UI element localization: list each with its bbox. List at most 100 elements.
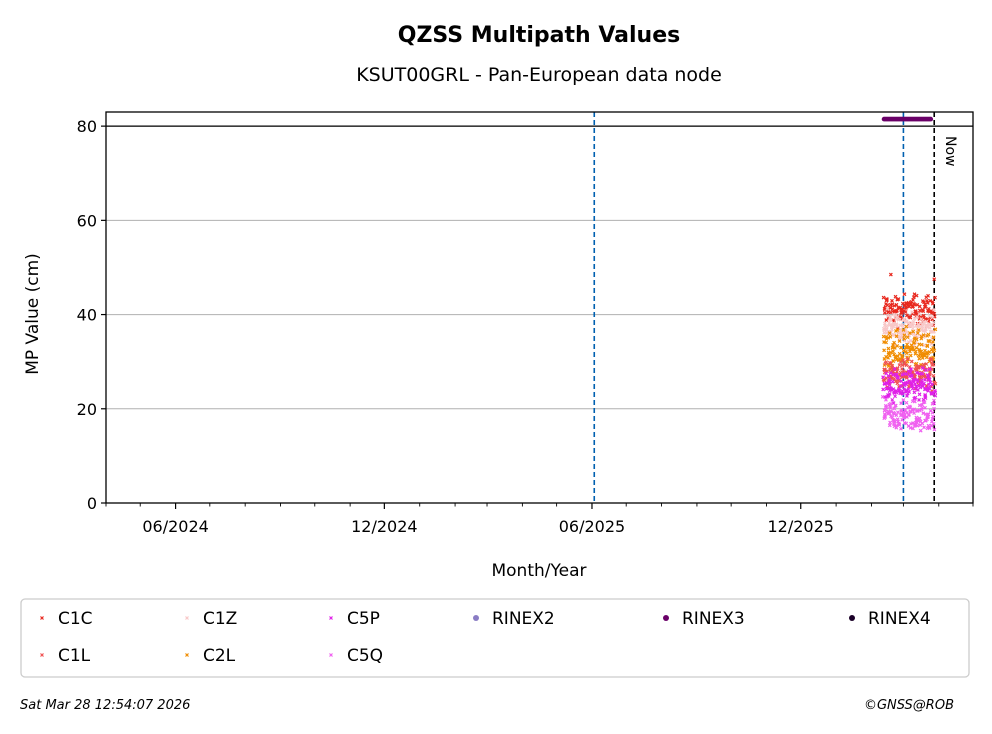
point-C2L [907, 331, 912, 335]
point-C5Q [906, 413, 911, 418]
point-C5Q [922, 400, 927, 404]
point-C5P [893, 394, 897, 399]
point-C1Z [932, 329, 936, 334]
y-tick-label-20: 20 [77, 400, 97, 419]
point-C2L [931, 340, 935, 344]
y-axis: 0 20 40 60 80 [77, 117, 106, 513]
point-C5Q [912, 411, 917, 416]
point-C2L [931, 335, 936, 340]
point-C1L [933, 381, 938, 386]
point-C1C [902, 292, 907, 297]
point-C5Q [920, 421, 925, 426]
series-C2L [881, 324, 938, 377]
point-C1L [901, 369, 906, 373]
point-C5Q [884, 397, 888, 402]
point-C5P [917, 397, 921, 402]
point-C5Q [921, 411, 926, 416]
point-C5Q [884, 410, 889, 415]
point-C5P [905, 391, 910, 396]
legend-marker-C1L [40, 653, 44, 657]
point-C1L [929, 357, 934, 362]
legend-marker-C1Z [185, 616, 189, 620]
point-C2L [926, 332, 931, 337]
point-C1C [895, 308, 899, 313]
point-C1Z [896, 317, 901, 322]
point-RINEX3 [928, 116, 934, 122]
point-C2L [891, 349, 895, 354]
point-C2L [924, 355, 929, 360]
x-tick-label-12/2025: 12/2025 [768, 517, 834, 536]
legend-marker-C5P [329, 616, 333, 620]
point-C5P [909, 374, 914, 378]
point-C2L [920, 356, 925, 360]
point-C1Z [911, 319, 916, 324]
point-C5Q [920, 402, 925, 407]
point-C2L [919, 342, 924, 347]
point-C5P [927, 367, 932, 372]
point-C5Q [892, 418, 897, 423]
point-C1C [915, 302, 920, 307]
point-C5P [921, 384, 925, 389]
point-C5P [920, 371, 925, 376]
series-C5P [881, 365, 938, 406]
point-C5P [927, 377, 932, 382]
point-C5Q [932, 398, 936, 403]
point-C5Q [898, 426, 903, 431]
series-C5Q [880, 394, 937, 433]
legend-item-C1L: C1L [40, 646, 91, 666]
x-tick-label-06/2025: 06/2025 [559, 517, 625, 536]
point-C1L [909, 359, 914, 364]
point-C5P [881, 375, 885, 380]
point-C5P [910, 386, 915, 391]
point-C2L [915, 331, 920, 336]
point-C5P [904, 372, 909, 377]
point-C2L [933, 327, 938, 332]
legend-marker-C2L [185, 653, 189, 657]
point-C1L [885, 369, 890, 373]
point-C5Q [908, 425, 913, 430]
point-C1L [912, 374, 917, 379]
point-C1Z [894, 322, 899, 327]
point-C1Z [891, 324, 896, 329]
point-C5Q [884, 405, 889, 409]
legend-label-C5P: C5P [347, 609, 380, 629]
point-C1Z [924, 319, 929, 324]
point-C1C [896, 297, 901, 301]
point-C2L [931, 345, 936, 350]
point-C5Q [888, 409, 893, 414]
point-C1C [914, 293, 919, 298]
point-C1C [921, 309, 926, 314]
point-C1C [899, 314, 904, 319]
point-C1C [922, 302, 927, 307]
point-C5Q [888, 401, 893, 406]
point-C1Z [908, 338, 913, 343]
point-C1Z [893, 313, 898, 318]
point-C2L [921, 351, 926, 356]
point-C1Z [910, 310, 915, 315]
legend-item-RINEX4: RINEX4 [849, 609, 931, 629]
point-C5Q [897, 422, 901, 427]
point-C1L [884, 360, 889, 365]
point-C5P [924, 368, 928, 373]
point-C5P [922, 381, 926, 386]
point-C5Q [926, 412, 931, 417]
data-points [880, 116, 938, 433]
legend-label-C1Z: C1Z [203, 609, 237, 629]
point-C5P [923, 393, 928, 397]
point-C5Q [930, 401, 935, 406]
legend-label-C5Q: C5Q [347, 646, 383, 666]
point-C2L [913, 351, 918, 356]
point-C1L [921, 362, 926, 367]
point-C5P [898, 391, 903, 396]
point-C1Z [919, 317, 924, 321]
point-C5P [886, 394, 891, 398]
point-C5P [909, 381, 914, 385]
point-C1C [932, 311, 937, 316]
legend-item-C5P: C5P [329, 609, 380, 629]
point-C1Z [930, 315, 935, 320]
point-outlier-C1C [888, 272, 893, 277]
point-C5Q [883, 407, 888, 412]
point-C5Q [895, 410, 900, 415]
point-C5Q [883, 415, 888, 420]
y-tick-label-40: 40 [77, 306, 97, 325]
